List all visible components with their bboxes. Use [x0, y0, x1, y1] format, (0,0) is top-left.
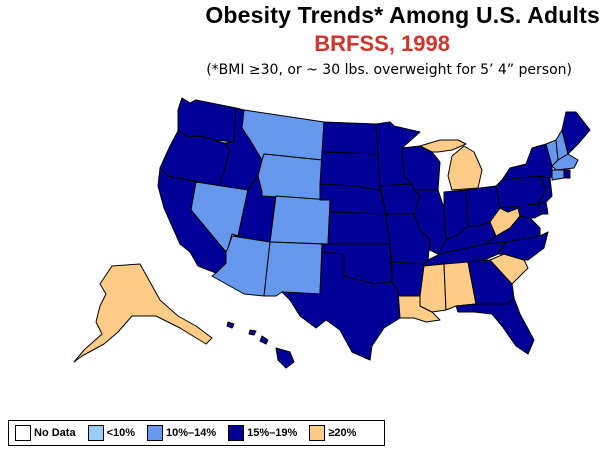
- state-MI: [447, 145, 483, 191]
- state-AK: [73, 263, 213, 363]
- state-NY: [501, 143, 553, 181]
- state-RI: [563, 169, 571, 179]
- state-FL: [455, 297, 535, 355]
- state-SC: [489, 253, 529, 285]
- state-HI: [226, 321, 295, 369]
- legend-swatch: [15, 425, 31, 441]
- legend-item: 15%–19%: [228, 425, 297, 441]
- legend-label: 10%–14%: [166, 427, 217, 439]
- legend-swatch: [228, 425, 245, 441]
- bmi-note: (*BMI ≥30, or ~ 30 lbs. overweight for 5…: [206, 62, 572, 78]
- legend-swatch: [147, 425, 164, 441]
- state-NM: [263, 241, 323, 297]
- state-MD: [499, 203, 543, 219]
- state-KS: [327, 211, 391, 245]
- legend-item: 10%–14%: [147, 425, 216, 441]
- state-ND: [321, 121, 379, 155]
- legend-swatch: [309, 425, 326, 441]
- state-WA: [177, 97, 237, 143]
- legend-item: No Data: [15, 425, 76, 441]
- legend-label: No Data: [34, 427, 76, 439]
- state-MS: [419, 263, 447, 313]
- legend-item: ≥20%: [309, 425, 356, 441]
- state-TX: [281, 251, 401, 361]
- state-MI-upper: [419, 139, 467, 153]
- map-subtitle: BRFSS, 1998: [314, 31, 450, 56]
- legend-item: <10%: [87, 425, 136, 441]
- state-CT: [551, 169, 565, 181]
- state-CO: [269, 195, 331, 245]
- legend-label: ≥20%: [328, 427, 357, 439]
- legend-swatch: [87, 425, 104, 441]
- legend-label: <10%: [106, 427, 136, 439]
- map-legend: No Data <10% 10%–14% 15%–19% ≥20%: [8, 420, 385, 446]
- state-WY: [257, 153, 323, 201]
- state-ME: [561, 111, 591, 155]
- map-title: Obesity Trends* Among U.S. Adults: [205, 2, 600, 28]
- legend-label: 15%–19%: [247, 427, 298, 439]
- state-IL: [413, 189, 447, 255]
